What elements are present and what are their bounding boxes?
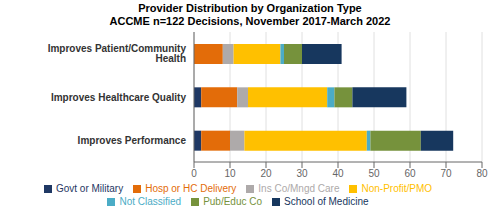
svg-text:80: 80: [476, 168, 488, 179]
svg-text:0: 0: [191, 168, 197, 179]
svg-text:50: 50: [368, 168, 380, 179]
html-text:Hosp or HC Delivery: Hosp or HC Delivery: [145, 183, 237, 194]
svg-text:Improves Patient/CommunityHeal: Improves Patient/CommunityHealth: [48, 43, 187, 64]
svg-text:10: 10: [224, 168, 236, 179]
html-text:School of Medicine: School of Medicine: [284, 196, 369, 207]
svg-text:20: 20: [260, 168, 272, 179]
svg-text:70: 70: [440, 168, 452, 179]
html-text:Govt or Military: Govt or Military: [55, 183, 124, 194]
html-text:Ins Co/Mngd Care: Ins Co/Mngd Care: [258, 183, 340, 194]
html-text:ACCME n=122 Decisions, Novembe: ACCME n=122 Decisions, November 2017-Mar…: [109, 15, 391, 27]
svg-text:Improves Performance: Improves Performance: [78, 135, 187, 146]
svg-text:40: 40: [332, 168, 344, 179]
svg-text:30: 30: [296, 168, 308, 179]
html-text:Non-Profit/PMO: Non-Profit/PMO: [361, 183, 432, 194]
html-text:Not Classified: Not Classified: [119, 196, 182, 207]
svg-text:60: 60: [404, 168, 416, 179]
svg-text:Improves Healthcare Quality: Improves Healthcare Quality: [51, 92, 186, 103]
html-text:Provider Distribution by Organ: Provider Distribution by Organization Ty…: [138, 2, 362, 14]
html-text:Pub/Educ Co: Pub/Educ Co: [203, 196, 263, 207]
